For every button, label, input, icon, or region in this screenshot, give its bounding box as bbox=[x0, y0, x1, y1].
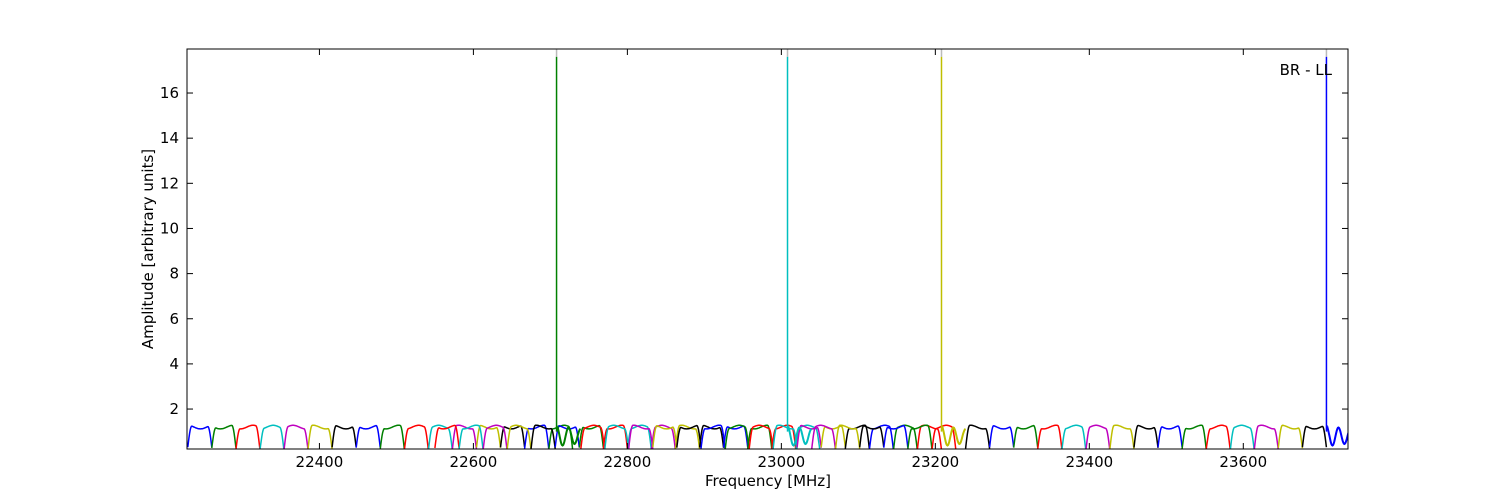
band-line bbox=[458, 424, 484, 449]
ticks-layer: 22400 22600 22800 23000 23200 23400 23600 2 4 6 8 1… bbox=[160, 49, 1348, 471]
band-line bbox=[1253, 424, 1279, 449]
y-tick-label: 16 bbox=[160, 84, 179, 102]
band-line bbox=[355, 424, 381, 448]
annotation-label: BR - LL bbox=[1280, 61, 1333, 79]
band-line bbox=[283, 424, 309, 449]
band-line bbox=[506, 424, 532, 449]
band-line bbox=[1133, 424, 1159, 448]
y-tick-label: 6 bbox=[169, 310, 179, 328]
x-tick-label: 23200 bbox=[911, 453, 959, 471]
band-line bbox=[674, 424, 701, 449]
series-layer bbox=[187, 49, 1348, 449]
band-line bbox=[580, 424, 606, 449]
band-line bbox=[907, 424, 933, 449]
band-line bbox=[235, 424, 261, 449]
band-line bbox=[1301, 425, 1328, 448]
band-line bbox=[748, 424, 774, 449]
band-line bbox=[1277, 424, 1304, 449]
band-line bbox=[796, 424, 822, 448]
x-tick-label: 23000 bbox=[757, 453, 805, 471]
band-line bbox=[604, 424, 630, 449]
x-axis-label: Frequency [MHz] bbox=[705, 472, 831, 490]
band-line bbox=[1181, 424, 1207, 449]
band-line bbox=[1157, 425, 1183, 448]
band-line bbox=[883, 424, 909, 448]
band-line bbox=[211, 424, 237, 449]
band-line bbox=[700, 424, 726, 449]
band-line bbox=[844, 424, 871, 449]
band-line bbox=[698, 424, 725, 448]
band-line bbox=[988, 425, 1015, 448]
band-line bbox=[1326, 424, 1348, 447]
band-line bbox=[1012, 424, 1039, 448]
band-line bbox=[1229, 424, 1255, 449]
band-line bbox=[331, 425, 357, 448]
y-tick-label: 2 bbox=[169, 400, 179, 418]
y-tick-label: 12 bbox=[160, 174, 179, 192]
band-line bbox=[810, 424, 837, 449]
band-line bbox=[427, 424, 453, 449]
x-tick-label: 22600 bbox=[450, 453, 498, 471]
band-line bbox=[530, 424, 556, 449]
band-line bbox=[187, 425, 213, 448]
x-tick-label: 23600 bbox=[1219, 453, 1267, 471]
x-tick-label: 22800 bbox=[604, 453, 652, 471]
band-line bbox=[724, 424, 750, 449]
band-line bbox=[652, 425, 678, 448]
band-line bbox=[834, 424, 861, 449]
band-line bbox=[307, 424, 333, 449]
band-line bbox=[772, 424, 798, 449]
band-line bbox=[482, 424, 508, 449]
band-line bbox=[964, 424, 991, 449]
band-line bbox=[858, 425, 885, 448]
band-line bbox=[556, 424, 582, 447]
band-line bbox=[787, 424, 813, 447]
band-line bbox=[578, 424, 605, 448]
band-line bbox=[1061, 424, 1087, 449]
band-line bbox=[931, 424, 957, 449]
x-tick-label: 22400 bbox=[296, 453, 344, 471]
band-line bbox=[434, 424, 460, 449]
band-line bbox=[941, 424, 967, 447]
x-tick-label: 23400 bbox=[1065, 453, 1113, 471]
band-line bbox=[403, 424, 429, 449]
y-tick-label: 8 bbox=[169, 265, 179, 283]
bands bbox=[187, 49, 1348, 449]
band-line bbox=[451, 424, 478, 449]
band-line bbox=[1085, 424, 1111, 449]
band-line bbox=[475, 424, 502, 448]
axes-frame bbox=[186, 48, 1349, 450]
band-line bbox=[379, 424, 406, 449]
band-line bbox=[676, 424, 702, 448]
y-tick-label: 14 bbox=[160, 129, 179, 147]
band-line bbox=[523, 424, 550, 449]
y-axis-label: Amplitude [arbitrary units] bbox=[139, 149, 157, 349]
band-line bbox=[1205, 424, 1231, 449]
band-line bbox=[1109, 424, 1135, 449]
band-line bbox=[1036, 424, 1063, 449]
band-line bbox=[627, 424, 654, 449]
y-tick-label: 10 bbox=[160, 219, 179, 237]
y-tick-label: 4 bbox=[169, 355, 179, 373]
band-line bbox=[259, 424, 285, 449]
